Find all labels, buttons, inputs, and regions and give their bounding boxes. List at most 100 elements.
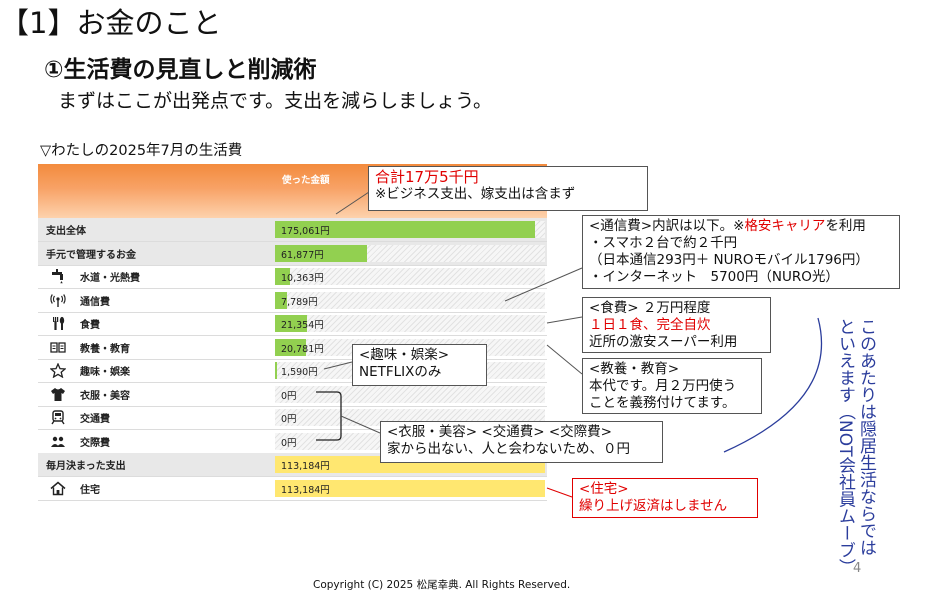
amount-bar-track: 10,363円	[275, 268, 545, 285]
row-value: 113,184円	[281, 461, 330, 472]
row-label: 趣味・娯楽	[80, 367, 130, 378]
telecom-callout-line1c: を利用	[825, 218, 866, 234]
food-callout-pointer	[546, 316, 583, 324]
page-number: 4	[853, 561, 862, 576]
row-label: 毎月決まった支出	[46, 461, 126, 472]
book-icon	[49, 339, 67, 356]
row-label: 水道・光熱費	[80, 273, 140, 284]
row-label: 教養・教育	[80, 343, 130, 355]
row-divider	[38, 476, 547, 477]
row-label: 交通費	[80, 414, 110, 425]
row-divider	[38, 358, 547, 360]
row-value: 10,363円	[281, 273, 324, 284]
amount-bar	[275, 315, 307, 332]
table-row: 衣服・美容 0円	[38, 383, 547, 406]
total-callout-line2: ※ビジネス支出、嫁支出は含まず	[375, 186, 576, 202]
telecom-callout-pointer	[504, 267, 583, 302]
amount-bar	[275, 338, 306, 356]
section-subtitle: ①生活費の見直しと削減術	[44, 57, 317, 83]
amount-bar-track: 113,184円	[275, 479, 545, 497]
hobby-callout-pointer	[323, 361, 353, 370]
row-value: 175,061円	[281, 226, 330, 237]
table-caption: ▽わたしの2025年7月の生活費	[40, 143, 243, 159]
telecom-callout-highlight: 格安キャリア	[744, 218, 826, 234]
food-callout-line2: １日１食、完全自炊	[589, 317, 711, 333]
table-row: 手元で管理するお金 61,877円	[38, 241, 547, 265]
faucet-icon	[49, 268, 67, 285]
shirt-icon	[49, 386, 67, 403]
row-value: 21,354円	[281, 320, 324, 331]
row-value: 61,877円	[281, 249, 324, 261]
row-divider	[38, 382, 547, 383]
amount-bar	[275, 244, 367, 262]
side-note-arc	[723, 317, 823, 453]
clothes-transport-social-callout: <衣服・美容> <交通費> <交際費> 家から出ない、人と会わないため、０円	[380, 421, 663, 463]
total-callout-line1: 合計17万5千円	[375, 168, 479, 186]
row-divider	[38, 405, 547, 407]
zero-items-bracket	[316, 391, 342, 441]
row-value: 0円	[281, 414, 297, 425]
row-label: 衣服・美容	[80, 390, 130, 402]
table-row: 住宅 113,184円	[38, 477, 547, 500]
housing-callout-line1: <住宅>	[579, 481, 629, 497]
amount-bar-track: 21,354円	[275, 315, 545, 332]
row-value: 1,590円	[281, 367, 318, 378]
education-callout: <教養・教育> 本代です。月２万円使う ことを義務付けてます。	[582, 358, 762, 414]
amount-bar-track: 61,877円	[275, 244, 545, 262]
amount-bar-track: 0円	[275, 385, 545, 403]
lead-text: まずはここが出発点です。支出を減らしましょう。	[58, 90, 492, 112]
train-icon	[49, 409, 67, 426]
telecom-callout-line4: ・インターネット 5700円（NURO光）	[589, 269, 839, 285]
row-value: 113,184円	[281, 484, 330, 496]
row-label: 支出全体	[46, 226, 86, 237]
telecom-callout-line2: ・スマホ２台で約２千円	[589, 235, 738, 251]
row-label: 交際費	[80, 437, 110, 449]
table-row: 水道・光熱費 10,363円	[38, 265, 547, 288]
total-callout-pointer	[335, 189, 373, 215]
row-divider	[38, 264, 547, 266]
row-label: 通信費	[80, 296, 110, 308]
amount-column-header: 使った金額	[282, 175, 330, 186]
people-icon	[49, 433, 67, 450]
education-callout-pointer	[546, 344, 583, 375]
telecom-callout: <通信費>内訳は以下。※格安キャリアを利用 ・スマホ２台で約２千円 （日本通信2…	[582, 215, 900, 289]
cutlery-icon	[49, 315, 67, 332]
amount-bar-track: 7,789円	[275, 291, 545, 309]
row-value: 0円	[281, 390, 297, 402]
food-callout-line3: 近所の激安スーパー利用	[589, 334, 738, 350]
star-icon	[49, 362, 67, 379]
table-row: 食費 21,354円	[38, 312, 547, 335]
amount-bar	[275, 221, 535, 238]
education-callout-line1: <教養・教育>	[589, 361, 680, 377]
clothes-callout-line1: <衣服・美容> <交通費> <交際費>	[387, 424, 612, 440]
row-value: 7,789円	[281, 296, 318, 308]
amount-bar	[275, 362, 278, 379]
table-row: 通信費 7,789円	[38, 289, 547, 312]
row-divider	[38, 288, 547, 289]
telecom-callout-line1a: <通信費>内訳は以下。※	[589, 218, 745, 234]
side-note: このあたりは隠居生活ならではといえます（NOT会社員ムーブ）	[835, 318, 876, 576]
food-callout-line1: <食費> ２万円程度	[589, 300, 711, 316]
amount-bar-track: 175,061円	[275, 221, 545, 238]
education-callout-line2: 本代です。月２万円使う	[589, 378, 737, 394]
hobby-callout: <趣味・娯楽> NETFLIXのみ	[352, 344, 487, 386]
amount-bar	[275, 268, 291, 285]
row-label: 住宅	[80, 484, 100, 496]
total-callout: 合計17万5千円 ※ビジネス支出、嫁支出は含まず	[368, 166, 648, 211]
row-divider	[38, 499, 547, 501]
food-callout: <食費> ２万円程度 １日１食、完全自炊 近所の激安スーパー利用	[582, 297, 771, 353]
housing-callout-pointer	[546, 487, 573, 498]
row-divider	[38, 429, 547, 430]
page-title: 【1】お金のこと	[0, 6, 222, 40]
row-value: 0円	[281, 437, 297, 449]
amount-bar	[275, 291, 287, 309]
signal-icon	[49, 292, 67, 309]
row-label: 食費	[80, 320, 100, 331]
education-callout-line3: ことを義務付けてます。	[589, 395, 736, 411]
hobby-callout-line1: <趣味・娯楽>	[359, 347, 450, 363]
house-icon	[49, 480, 67, 497]
amount-bar	[275, 479, 545, 497]
housing-callout-line2: 繰り上げ返済はしません	[579, 498, 728, 514]
row-divider	[38, 311, 547, 313]
clothes-callout-pointer	[340, 415, 381, 434]
